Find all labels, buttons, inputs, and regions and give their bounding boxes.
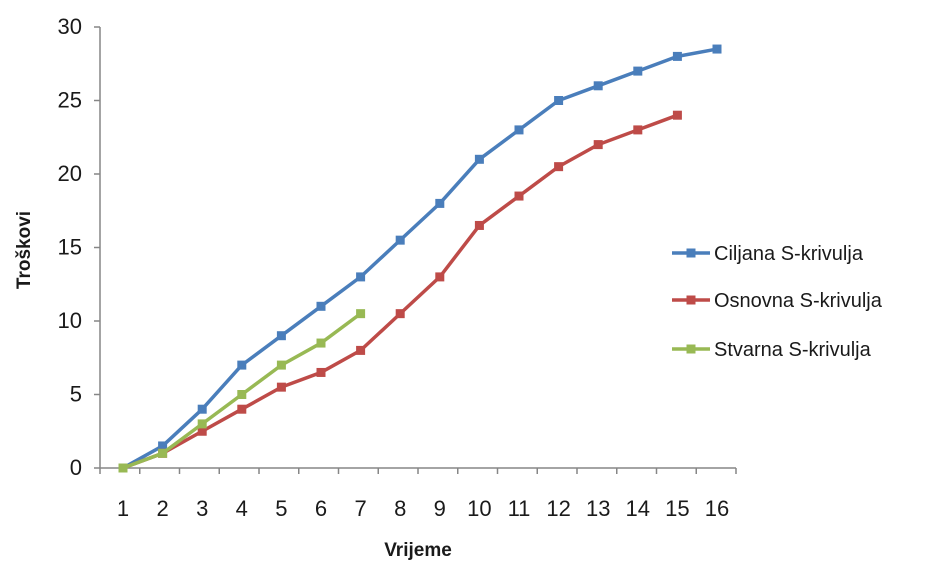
data-point-marker	[118, 463, 128, 473]
data-point-marker	[237, 360, 247, 370]
legend-item: Ciljana S-krivulja	[672, 243, 864, 265]
y-tick-label: 0	[70, 455, 82, 480]
data-point-marker	[395, 235, 405, 245]
x-tick-label: 14	[626, 496, 650, 521]
x-tick-label: 4	[236, 496, 248, 521]
legend: Ciljana S-krivulja Osnovna S-krivulja Stva…	[672, 243, 883, 361]
data-point-marker	[435, 272, 445, 282]
data-point-marker	[197, 419, 207, 429]
data-point-marker	[712, 44, 722, 54]
x-tick-label: 7	[354, 496, 366, 521]
x-tick-labels: 1 2 3 4 5 6 7 8 9 10 11 12 13 14 15 16	[117, 496, 729, 521]
legend-swatch-marker	[686, 295, 696, 305]
data-point-marker	[197, 404, 207, 414]
x-tick-label: 10	[467, 496, 491, 521]
data-point-marker	[356, 272, 366, 282]
x-tick-label: 9	[434, 496, 446, 521]
data-point-marker	[316, 301, 326, 311]
legend-swatch-marker	[686, 344, 696, 354]
data-point-marker	[474, 154, 484, 164]
x-tick-label: 5	[275, 496, 287, 521]
data-point-marker	[554, 96, 564, 105]
x-tick-label: 11	[508, 496, 531, 521]
data-point-marker	[514, 191, 524, 201]
legend-label: Ciljana S-krivulja	[714, 243, 864, 265]
data-point-marker	[672, 110, 682, 120]
x-tick-label: 2	[156, 496, 168, 521]
data-point-marker	[316, 338, 326, 348]
series-line	[121, 113, 680, 470]
data-point-marker	[197, 426, 207, 436]
data-point-marker	[593, 81, 603, 91]
data-point-marker	[276, 382, 286, 392]
y-tick-label: 5	[70, 382, 82, 407]
y-tick-label: 10	[58, 308, 82, 333]
y-tick-label: 15	[58, 235, 82, 260]
series-group	[118, 44, 722, 473]
data-point-marker	[593, 140, 603, 150]
y-axis-title: Troškovi	[14, 211, 35, 289]
data-point-marker	[395, 309, 405, 319]
legend-item: Stvarna S-krivulja	[672, 339, 872, 361]
data-point-marker	[356, 309, 366, 319]
series-line	[121, 47, 719, 470]
data-point-marker	[276, 360, 286, 370]
series-1	[118, 44, 722, 473]
data-point-marker	[316, 367, 326, 377]
y-tick-label: 20	[58, 161, 82, 186]
x-axis-title: Vrijeme	[384, 540, 452, 561]
data-point-marker	[237, 404, 247, 414]
y-tick-label: 25	[58, 88, 82, 113]
data-point-marker	[158, 448, 168, 458]
x-tick-label: 12	[546, 496, 570, 521]
x-tick-label: 8	[394, 496, 406, 521]
data-point-marker	[237, 390, 247, 399]
series-2	[118, 110, 682, 473]
legend-label: Osnovna S-krivulja	[714, 290, 883, 312]
x-tick-label: 1	[117, 496, 129, 521]
y-tick-labels: 0 5 10 15 20 25 30	[58, 14, 82, 480]
data-point-marker	[356, 345, 366, 355]
x-tick-label: 15	[665, 496, 689, 521]
legend-swatch-marker	[686, 248, 696, 258]
axes	[94, 26, 737, 474]
legend-label: Stvarna S-krivulja	[714, 339, 872, 361]
data-point-marker	[633, 125, 643, 135]
data-point-marker	[514, 125, 524, 135]
data-point-marker	[474, 220, 484, 230]
x-tick-label: 3	[196, 496, 208, 521]
x-tick-label: 6	[315, 496, 327, 521]
data-point-marker	[554, 162, 564, 172]
x-tick-label: 13	[586, 496, 610, 521]
data-point-marker	[633, 66, 643, 76]
data-point-marker	[158, 441, 168, 451]
data-point-marker	[672, 51, 682, 61]
x-tick-label: 16	[705, 496, 729, 521]
data-point-marker	[435, 198, 445, 208]
series-3	[118, 309, 366, 473]
legend-item: Osnovna S-krivulja	[672, 290, 883, 312]
y-tick-label: 30	[58, 14, 82, 39]
data-point-marker	[276, 331, 286, 341]
